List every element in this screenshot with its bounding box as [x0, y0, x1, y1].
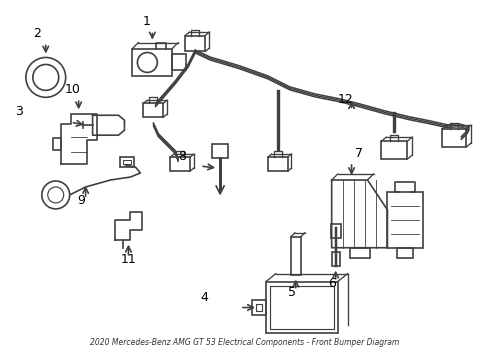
- Text: 6: 6: [328, 276, 336, 289]
- Bar: [256, 303, 262, 311]
- Text: 11: 11: [121, 253, 136, 266]
- Bar: [171, 157, 190, 171]
- Text: 9: 9: [77, 194, 86, 207]
- Text: 12: 12: [338, 93, 353, 106]
- Text: 5: 5: [288, 285, 296, 298]
- Text: 10: 10: [65, 83, 80, 96]
- Text: 2020 Mercedes-Benz AMG GT 53 Electrical Components - Front Bumper Diagram: 2020 Mercedes-Benz AMG GT 53 Electrical …: [90, 338, 400, 347]
- Bar: [144, 103, 163, 117]
- Bar: [121, 157, 134, 167]
- Bar: [172, 54, 186, 71]
- Text: 8: 8: [178, 150, 186, 163]
- Bar: [266, 282, 338, 333]
- Bar: [270, 285, 334, 329]
- Bar: [252, 300, 266, 315]
- Text: 3: 3: [15, 105, 23, 118]
- Bar: [397, 248, 414, 258]
- Bar: [185, 36, 205, 51]
- Bar: [332, 252, 340, 266]
- Bar: [291, 237, 301, 275]
- Bar: [382, 141, 407, 159]
- Text: 7: 7: [355, 147, 363, 160]
- Bar: [442, 129, 466, 147]
- Bar: [268, 157, 288, 171]
- Text: 4: 4: [200, 291, 208, 303]
- Bar: [388, 192, 423, 248]
- Bar: [349, 248, 369, 258]
- Bar: [53, 138, 61, 150]
- Bar: [123, 160, 131, 164]
- Text: 1: 1: [143, 15, 150, 28]
- Text: 2: 2: [33, 27, 41, 40]
- Bar: [212, 144, 228, 158]
- Bar: [331, 224, 341, 238]
- Bar: [132, 49, 172, 76]
